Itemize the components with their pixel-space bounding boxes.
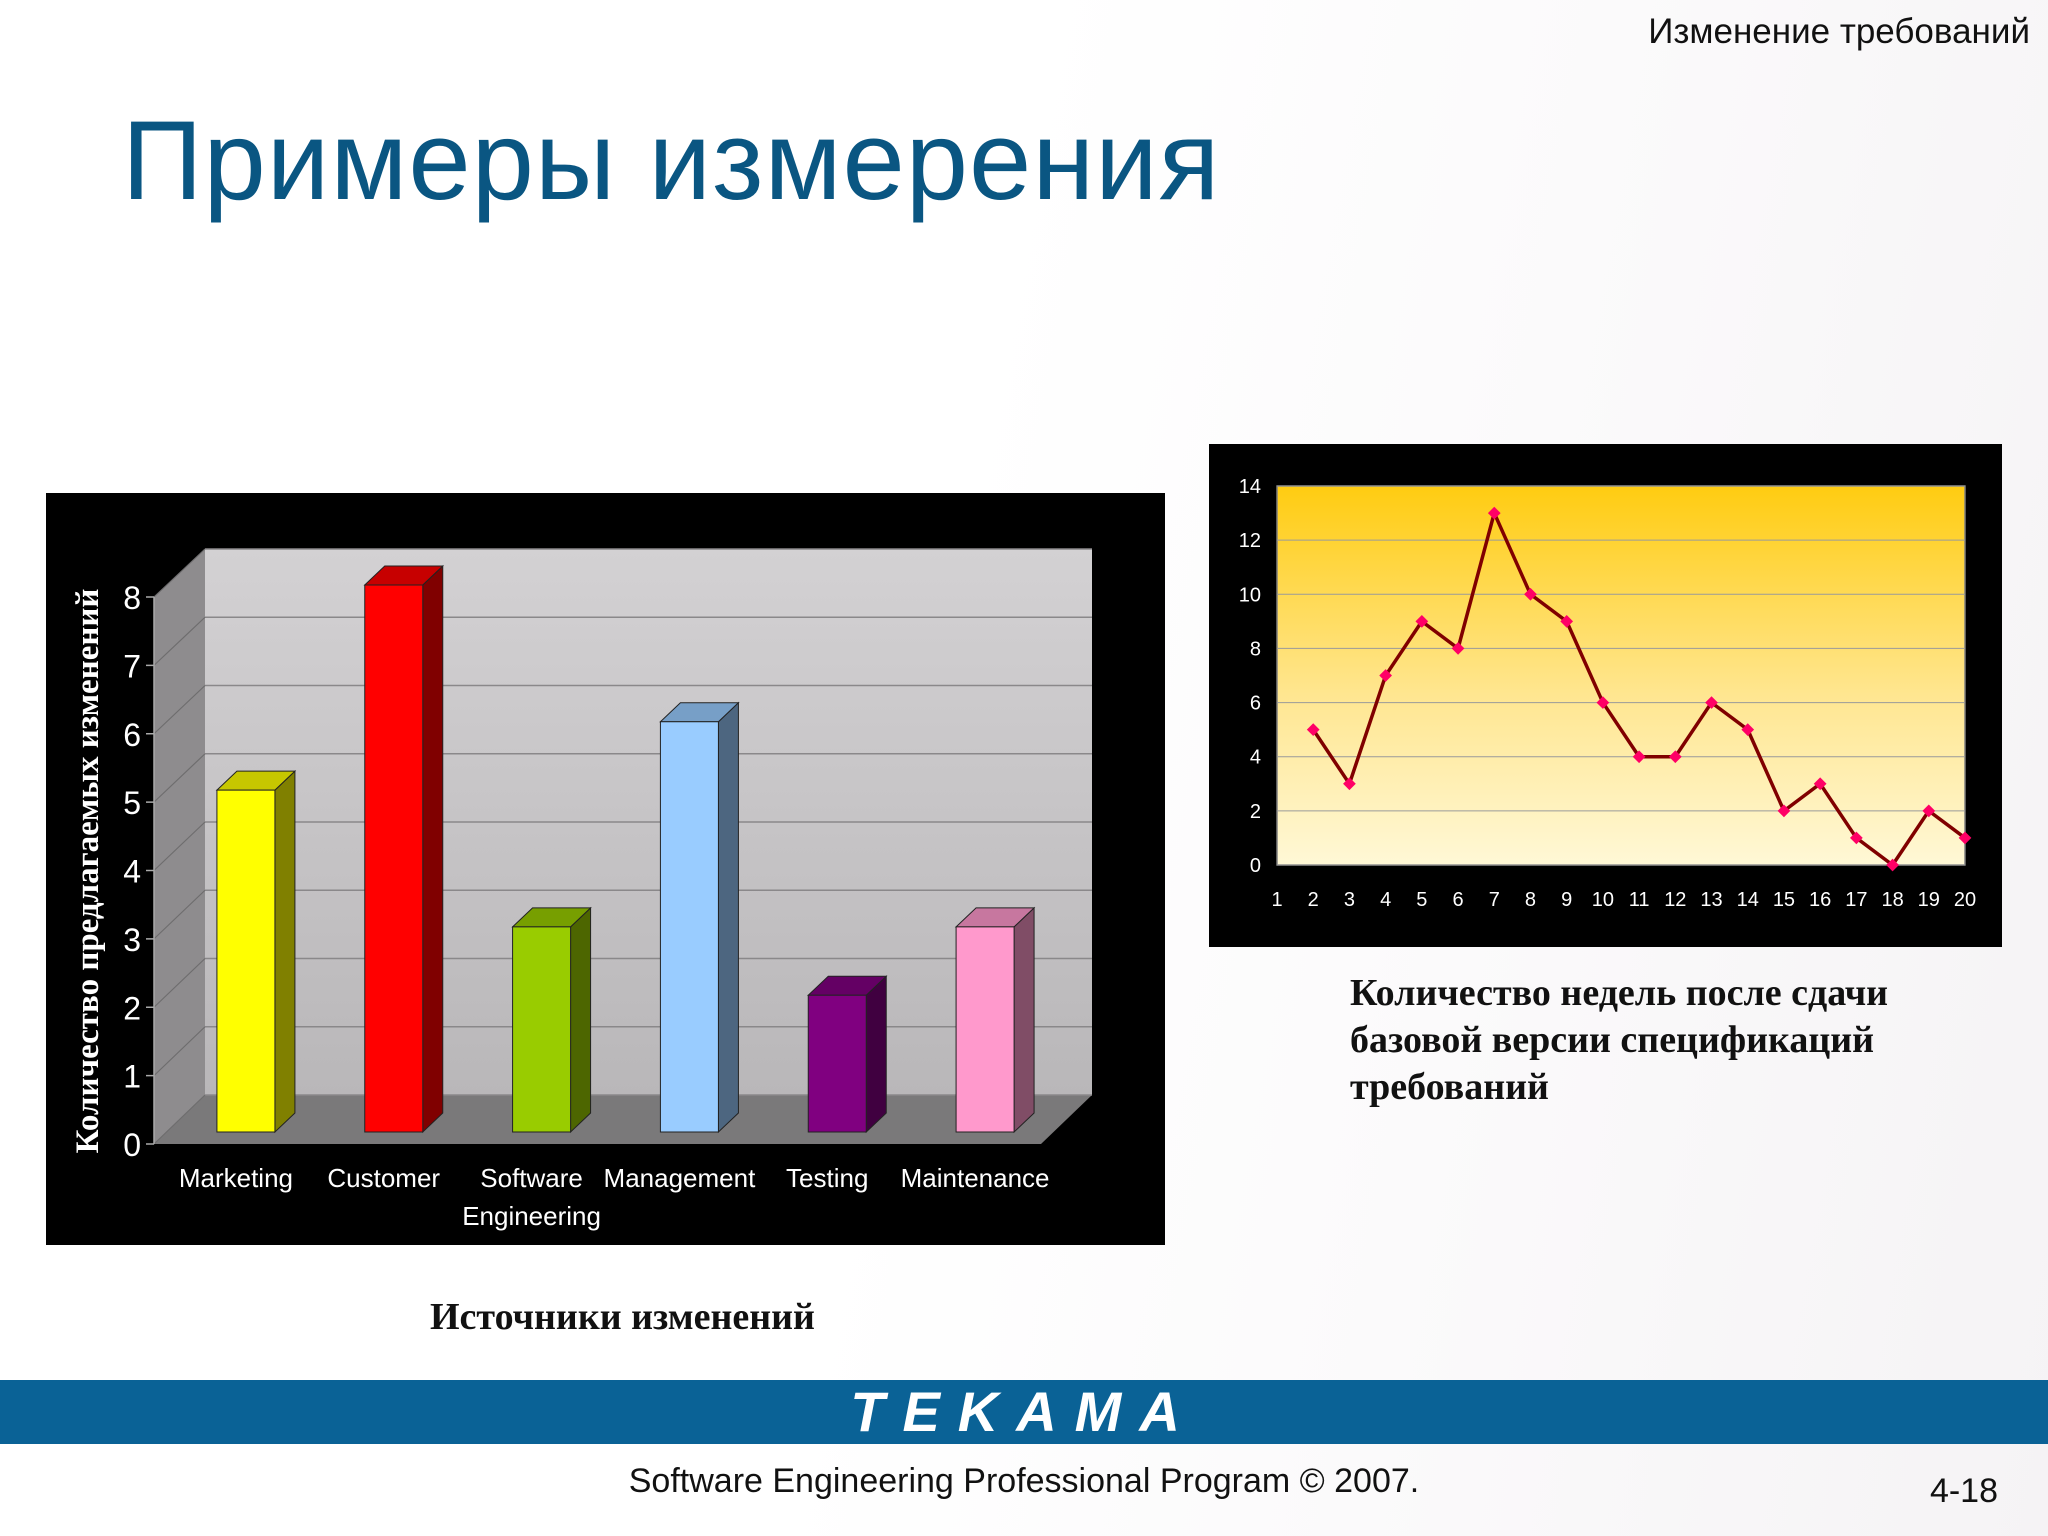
x-tick-label: 8 — [1525, 889, 1536, 911]
y-tick-label: 6 — [123, 717, 141, 753]
x-tick-label: 18 — [1881, 889, 1903, 911]
bar-side — [422, 564, 444, 1134]
data-point — [1415, 614, 1429, 628]
y-tick-label: 8 — [1250, 638, 1261, 660]
bar-front — [512, 926, 572, 1133]
bar-side — [865, 975, 887, 1134]
data-point — [1306, 723, 1320, 737]
y-tick-label: 0 — [1250, 855, 1261, 877]
y-tick-label: 6 — [1250, 693, 1261, 715]
y-tick-label: 8 — [123, 580, 141, 616]
bar-side — [274, 769, 296, 1134]
x-tick-label: Customer — [327, 1163, 440, 1193]
x-tick-label: Testing — [786, 1163, 868, 1193]
bar-front — [364, 584, 424, 1133]
footer-band — [0, 1380, 2048, 1444]
x-tick-label: 14 — [1737, 889, 1759, 911]
x-tick-label: Management — [604, 1163, 757, 1193]
caption-line-2: базовой версии спецификаций — [1350, 1019, 1875, 1061]
y-tick-label: 14 — [1239, 476, 1261, 498]
gridline-side — [153, 616, 206, 666]
y-tick-label: 4 — [1250, 747, 1261, 769]
gridline-side — [153, 753, 206, 803]
data-point — [1705, 696, 1718, 709]
x-tick-label: Maintenance — [901, 1163, 1050, 1193]
data-point — [1524, 587, 1537, 601]
bar-front — [216, 789, 276, 1133]
bar — [806, 975, 888, 1134]
gridline-side — [153, 685, 206, 735]
data-point — [1922, 804, 1936, 818]
bar — [511, 906, 592, 1134]
y-tick-label: 1 — [123, 1059, 141, 1095]
bar — [215, 769, 297, 1134]
footer-copyright: Software Engineering Professional Progra… — [628, 1462, 1420, 1500]
bar-chart-caption: Источники изменений — [430, 1296, 815, 1338]
line-chart-caption: Количество недель после сдачи базовой ве… — [1350, 970, 1888, 1111]
y-tick-label: 5 — [123, 785, 141, 821]
x-tick-label: 16 — [1809, 889, 1831, 911]
gridline-side — [153, 821, 206, 871]
bar-front — [659, 721, 719, 1133]
bar-chart: 0 1 2 3 4 5 6 7 8 Marketing Customer Software Engin… — [70, 548, 1092, 1231]
section-header: Изменение требований — [1648, 12, 2030, 51]
x-tick-label: 13 — [1700, 889, 1722, 911]
y-tick-label: 10 — [1239, 584, 1261, 606]
gridline-side — [153, 548, 206, 598]
y-tick-label: 12 — [1239, 530, 1261, 552]
x-tick-label: 19 — [1918, 889, 1940, 911]
data-point — [1886, 858, 1899, 872]
caption-line-1: Количество недель после сдачи — [1350, 972, 1889, 1014]
gridline-side — [153, 1094, 206, 1145]
x-tick-label: 4 — [1380, 889, 1391, 911]
y-axis-label: Количество предлагаемых изменений — [70, 589, 106, 1154]
x-tick-label: Software — [480, 1163, 583, 1193]
line-chart-panel: 0 2 4 6 8 10 12 14 1 2 3 4 5 6 7 8 9 10 11 12 13 14 15 16 17 18 1… — [1209, 444, 2002, 947]
page-number: 4-18 — [1929, 1472, 1998, 1510]
bar-side — [1013, 906, 1035, 1134]
x-tick-label: 6 — [1452, 889, 1463, 911]
y-tick-label: 0 — [123, 1127, 141, 1163]
x-tick-label: 15 — [1773, 889, 1795, 911]
data-point — [1813, 777, 1827, 791]
bar — [659, 701, 740, 1134]
gridline-side — [153, 889, 206, 940]
caption-line-3: требований — [1350, 1066, 1549, 1108]
bar-front — [955, 926, 1015, 1133]
y-tick-label: 2 — [123, 990, 141, 1026]
x-tick-label: 11 — [1629, 889, 1650, 911]
x-tick-label: 2 — [1308, 889, 1319, 911]
y-tick-label: 7 — [123, 648, 141, 684]
x-tick-label: 3 — [1344, 889, 1355, 911]
x-tick-label: 20 — [1954, 889, 1976, 911]
gridline-side — [153, 1026, 206, 1077]
y-tick-label: 2 — [1250, 801, 1261, 823]
x-tick-label: 5 — [1416, 889, 1427, 911]
bar — [363, 564, 445, 1134]
bar-front — [807, 994, 867, 1133]
x-tick-label: 7 — [1489, 889, 1500, 911]
page-title: Примеры измерения — [122, 98, 1221, 223]
x-tick-label: 10 — [1592, 889, 1614, 911]
bar-chart-panel: 0 1 2 3 4 5 6 7 8 Marketing Customer Software Engin… — [46, 493, 1165, 1245]
bar — [954, 906, 1036, 1134]
bar-side — [570, 906, 592, 1134]
x-tick-label: 1 — [1271, 889, 1282, 911]
y-tick-label: 3 — [123, 922, 141, 958]
x-tick-label: 9 — [1561, 889, 1572, 911]
x-tick-label: Marketing — [179, 1163, 293, 1193]
x-tick-label: 12 — [1664, 889, 1686, 911]
y-tick-label: 4 — [123, 854, 141, 890]
gridline-side — [153, 958, 206, 1008]
footer-brand: TEKAMA — [850, 1380, 1198, 1443]
x-tick-label: 17 — [1845, 889, 1867, 911]
bar-side — [717, 701, 739, 1134]
x-tick-label: Engineering — [462, 1201, 601, 1231]
